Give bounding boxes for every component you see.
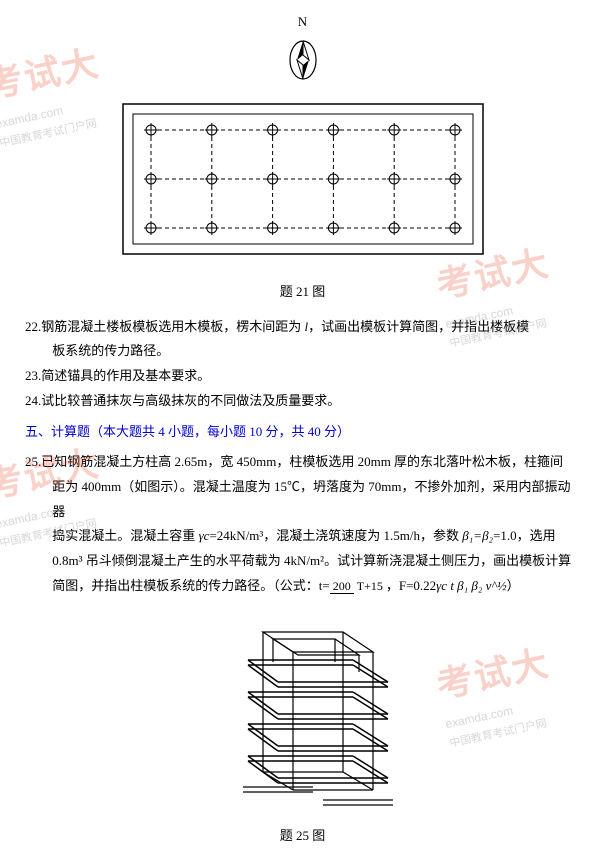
figure-25-svg [203,612,403,807]
q22-line1: 钢筋混凝土楼板模板选用木模板，楞木间距为 [41,319,304,334]
compass-label: N [25,10,580,35]
frac-den: T+15 [354,579,386,593]
q25-ftail: γc t β₁ β₂ v^½ [436,578,507,593]
figure-21-caption: 题 21 图 [25,280,580,305]
q22-line1b: ，试画出模板计算简图，并指出楼板模 [308,319,529,334]
question-23: 23.简述锚具的作用及基本要求。 [25,364,580,389]
section-5-header: 五、计算题（本大题共 4 小题，每小题 10 分，共 40 分） [25,420,580,445]
q25-l5c: ） [507,578,520,593]
q25-l5a: 简图，并指出柱模板系统的传力路径。（公式：t= [52,578,329,593]
q25-l1: 已知钢筋混凝土方柱高 2.65m，宽 450mm，柱模板选用 20mm 厚的东北… [41,454,563,469]
figure-25 [25,612,580,816]
question-25: 25.已知钢筋混凝土方柱高 2.65m，宽 450mm，柱模板选用 20mm 厚… [25,450,580,475]
q25-l5: 简图，并指出柱模板系统的传力路径。（公式：t=200T+15，F=0.22γc … [25,574,580,599]
frac-num: 200 [330,579,354,594]
q24-text: 试比较普通抹灰与高级抹灰的不同做法及质量要求。 [41,393,340,408]
q25-l3a: 捣实混凝土。混凝土容重 [52,528,198,543]
q25-gamma: γc [199,528,210,543]
q25-l3c: =1.0，选用 [493,528,556,543]
q24-num: 24. [25,393,41,408]
q25-l5b: ，F=0.22 [386,578,436,593]
figure-21 [25,95,580,272]
compass-icon [288,35,318,81]
q25-l4: 0.8m³ 吊斗倾倒混凝土产生的水平荷载为 4kN/m²。试计算新浇混凝土侧压力… [25,549,580,574]
q25-num: 25. [25,454,41,469]
question-24: 24.试比较普通抹灰与高级抹灰的不同做法及质量要求。 [25,389,580,414]
q25-l3: 捣实混凝土。混凝土容重 γc=24kN/m³，混凝土浇筑速度为 1.5m/h，参… [25,524,580,549]
figure-21-svg [113,95,493,263]
fraction: 200T+15 [330,580,386,593]
figure-25-caption: 题 25 图 [25,824,580,849]
q23-text: 简述锚具的作用及基本要求。 [41,368,210,383]
q22-line2: 板系统的传力路径。 [25,339,580,364]
q25-l2: 距为 400mm（如图示）。混凝土温度为 15℃，坍落度为 70mm，不掺外加剂… [25,475,580,524]
q22-num: 22. [25,319,41,334]
question-22: 22.钢筋混凝土楼板模板选用木模板，楞木间距为 l，试画出模板计算简图，并指出楼… [25,315,580,340]
q25-l3b: =24kN/m³，混凝土浇筑速度为 1.5m/h，参数 [209,528,462,543]
q23-num: 23. [25,368,41,383]
q25-beta: β₁=β₂ [462,528,493,543]
compass-wrap: N [25,10,580,89]
